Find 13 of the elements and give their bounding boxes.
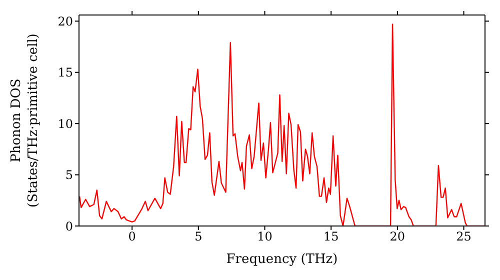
y-tick-label: 20 (58, 14, 73, 28)
x-tick-label: 25 (456, 230, 472, 244)
x-tick-label: 5 (194, 230, 202, 244)
x-axis-title: Frequency (THz) (226, 252, 338, 267)
y-tick-label: 5 (65, 168, 73, 182)
x-tick-label: 15 (323, 230, 339, 244)
y-tick-label: 10 (58, 116, 73, 131)
y-axis-title: Phonon DOS (States/THz·primitive cell) (9, 33, 41, 208)
x-tick-label: 0 (128, 230, 136, 244)
y-tick-label: 0 (65, 219, 73, 234)
x-tick-label: 20 (390, 230, 406, 244)
x-tick-label: 10 (257, 230, 272, 244)
y-tick-label: 15 (58, 66, 73, 80)
